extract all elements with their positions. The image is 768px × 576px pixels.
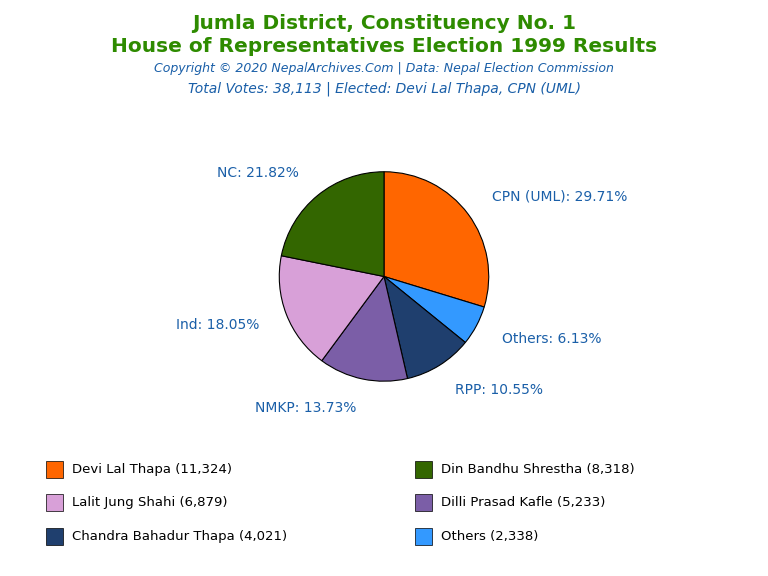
Text: Ind: 18.05%: Ind: 18.05% <box>176 317 259 332</box>
Wedge shape <box>322 276 408 381</box>
Text: NMKP: 13.73%: NMKP: 13.73% <box>255 401 356 415</box>
Wedge shape <box>384 172 488 307</box>
Text: Copyright © 2020 NepalArchives.Com | Data: Nepal Election Commission: Copyright © 2020 NepalArchives.Com | Dat… <box>154 62 614 75</box>
Text: Jumla District, Constituency No. 1: Jumla District, Constituency No. 1 <box>192 14 576 33</box>
Wedge shape <box>384 276 484 343</box>
Wedge shape <box>384 276 465 378</box>
Text: Others (2,338): Others (2,338) <box>441 530 538 543</box>
Wedge shape <box>281 172 384 276</box>
Text: NC: 21.82%: NC: 21.82% <box>217 166 299 180</box>
Text: RPP: 10.55%: RPP: 10.55% <box>455 383 543 397</box>
Text: House of Representatives Election 1999 Results: House of Representatives Election 1999 R… <box>111 37 657 56</box>
Text: Total Votes: 38,113 | Elected: Devi Lal Thapa, CPN (UML): Total Votes: 38,113 | Elected: Devi Lal … <box>187 82 581 96</box>
Wedge shape <box>280 256 384 361</box>
Text: Others: 6.13%: Others: 6.13% <box>502 332 602 346</box>
Text: Din Bandhu Shrestha (8,318): Din Bandhu Shrestha (8,318) <box>441 463 634 476</box>
Text: Devi Lal Thapa (11,324): Devi Lal Thapa (11,324) <box>72 463 232 476</box>
Text: Dilli Prasad Kafle (5,233): Dilli Prasad Kafle (5,233) <box>441 497 605 509</box>
Text: Chandra Bahadur Thapa (4,021): Chandra Bahadur Thapa (4,021) <box>72 530 287 543</box>
Text: Lalit Jung Shahi (6,879): Lalit Jung Shahi (6,879) <box>72 497 227 509</box>
Text: CPN (UML): 29.71%: CPN (UML): 29.71% <box>492 190 627 204</box>
